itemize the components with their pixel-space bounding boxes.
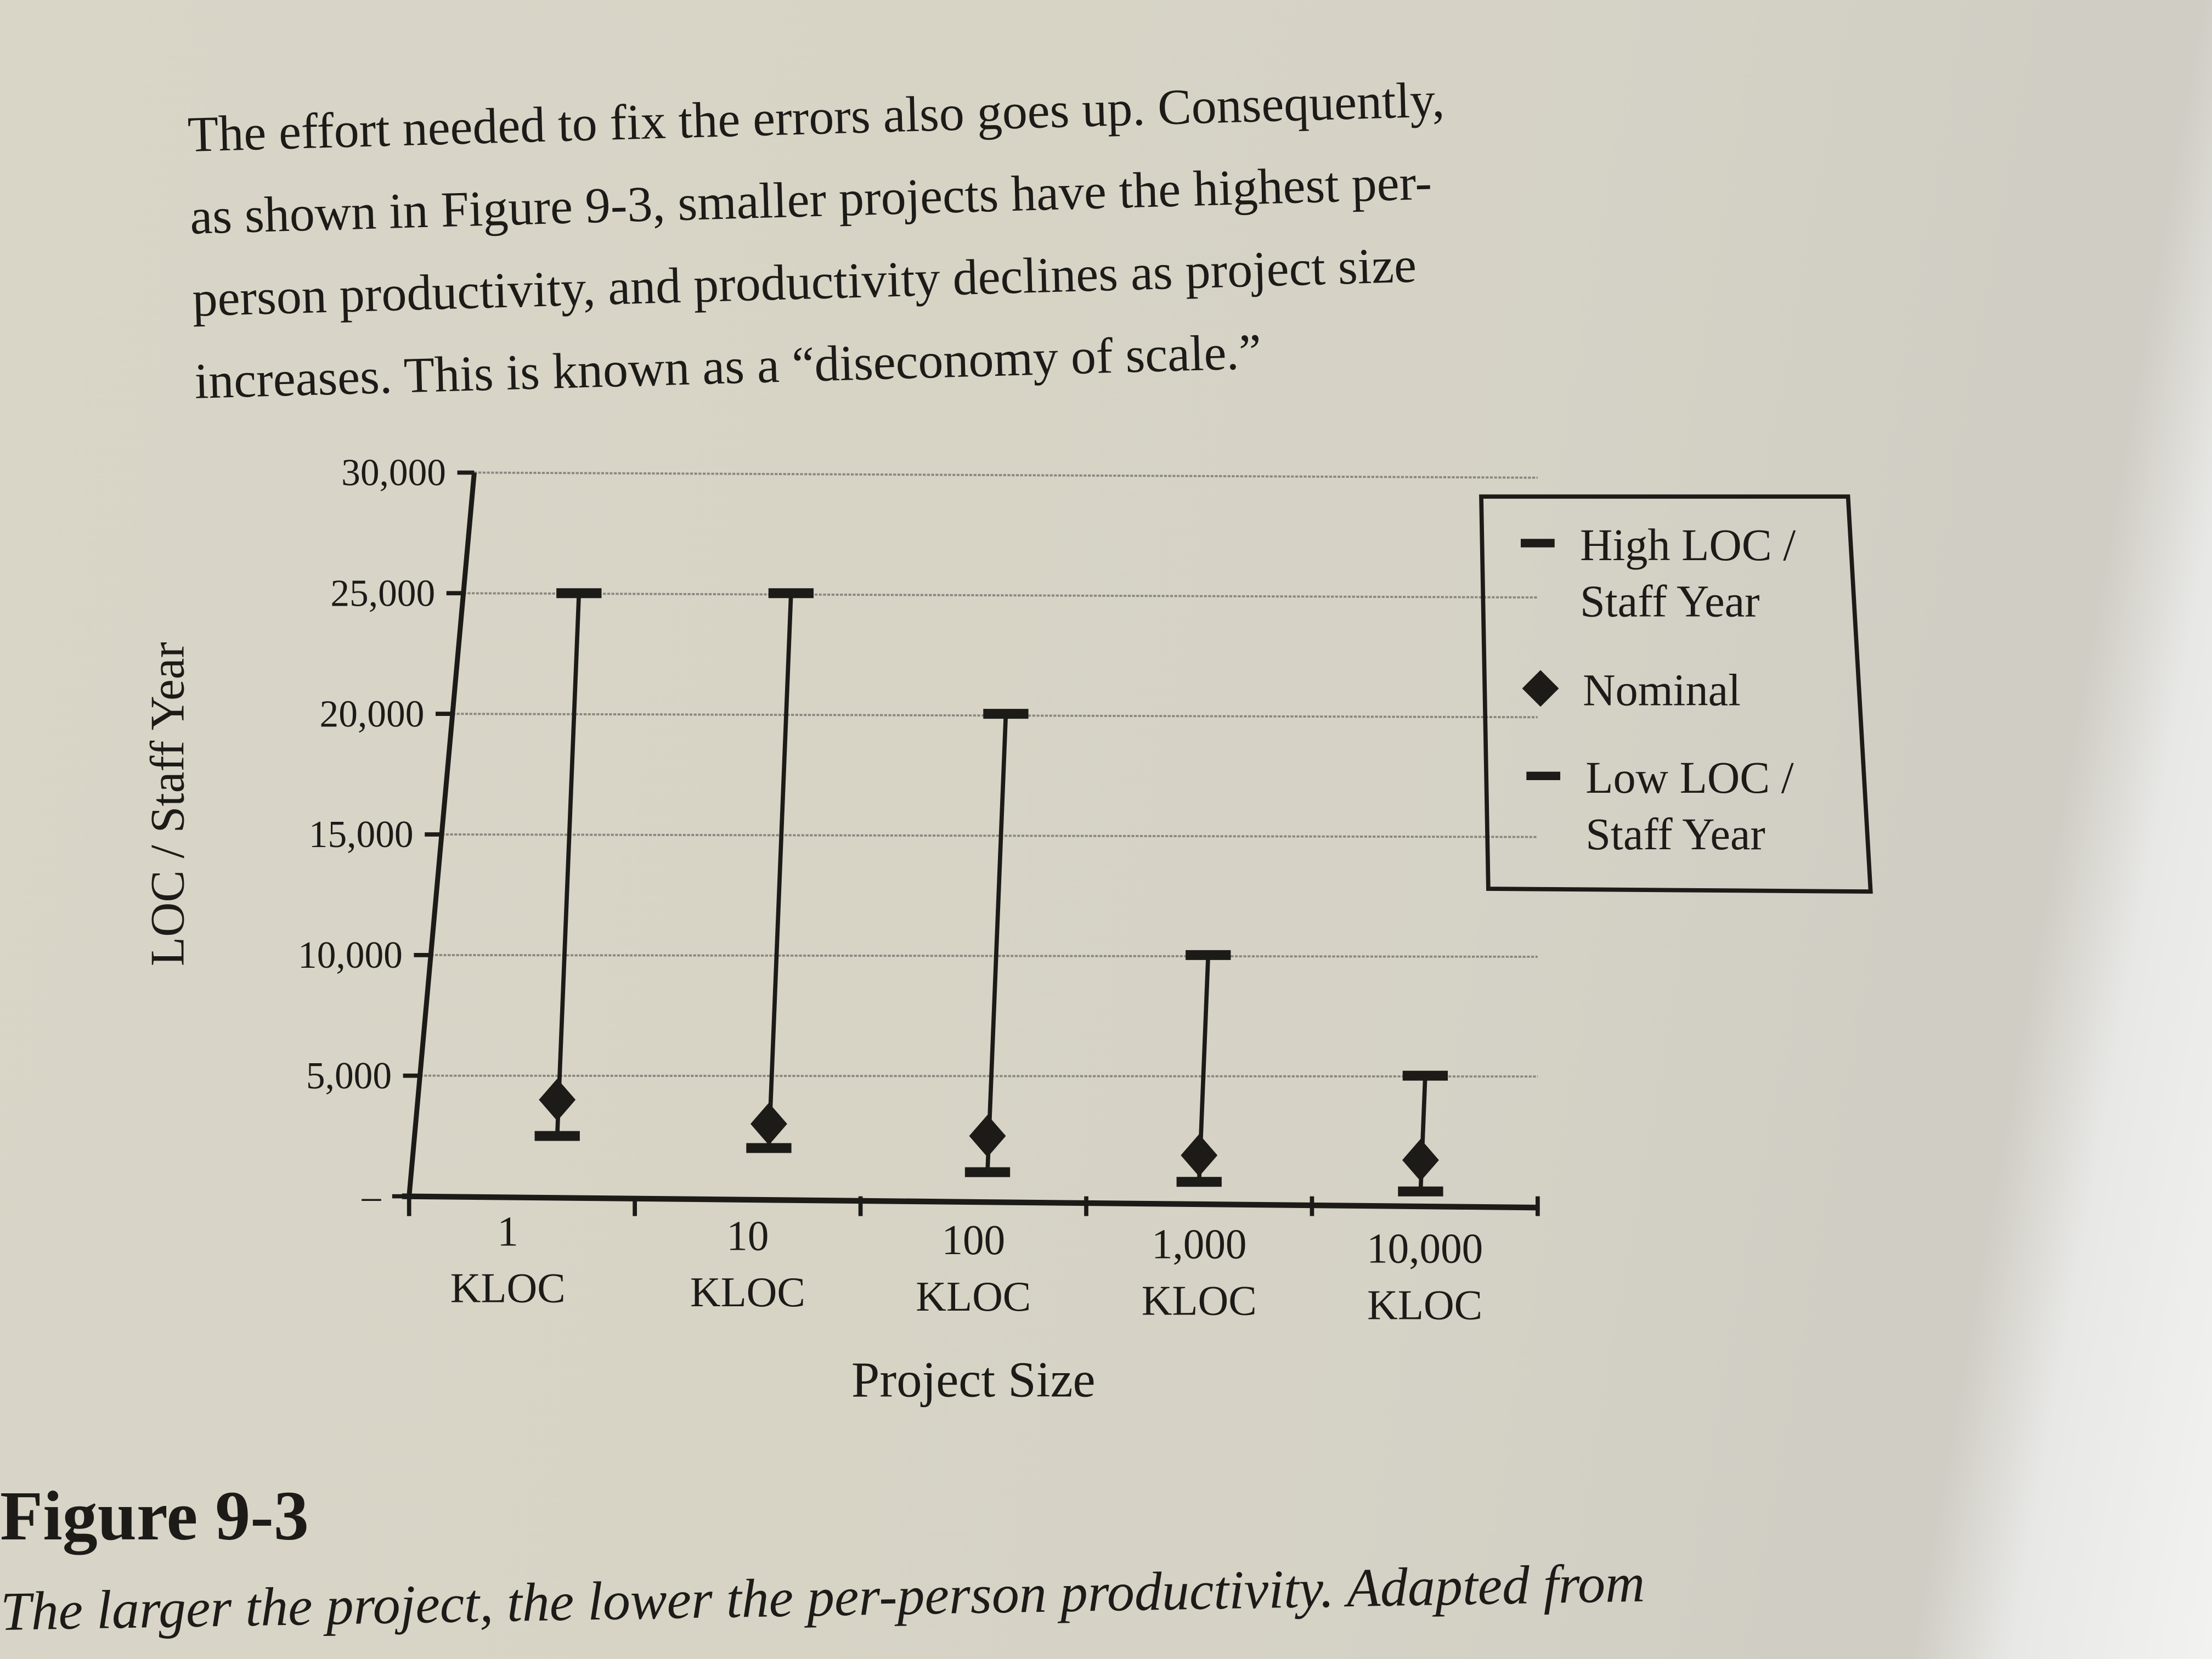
y-axis [407,472,477,1197]
legend-label: Nominal [1583,665,1741,715]
y-tick-label: 30,000 [341,452,446,494]
x-tick-label: 100 [941,1216,1005,1263]
x-axis-label: Project Size [851,1352,1096,1408]
legend-label: Staff Year [1585,809,1765,859]
x-tick-label: KLOC [450,1264,566,1311]
x-tick-label: 1,000 [1152,1221,1247,1268]
y-tick-label: 5,000 [306,1055,392,1097]
legend-box [1479,494,1873,894]
x-axis [402,1193,1538,1211]
error-bar [766,593,793,1148]
legend-label: Staff Year [1580,577,1760,627]
figure-label: Figure 9-3 [0,1477,309,1555]
x-tick-label: 10,000 [1367,1224,1483,1272]
nominal-marker [539,1079,576,1121]
nominal-marker [751,1103,787,1146]
y-axis-label: LOC / Staff Year [140,642,194,966]
y-tick-label: 15,000 [309,814,414,856]
y-tick-label: 10,000 [298,934,403,977]
x-tick-label: KLOC [1142,1277,1257,1324]
y-tick-label: 20,000 [320,693,425,735]
x-tick-label: 10 [726,1212,769,1259]
gridline [431,953,1538,958]
legend-diamond-icon [1522,670,1559,707]
nominal-marker [969,1115,1006,1158]
x-tick-label: 1 [497,1208,518,1255]
x-tick-label: KLOC [916,1273,1031,1320]
nominal-marker [1402,1139,1439,1182]
gridline [420,1074,1538,1078]
gridline [442,833,1538,838]
x-tick-label: KLOC [690,1268,805,1316]
legend-label: High LOC / [1580,520,1796,570]
legend-label: Low LOC / [1585,753,1793,803]
y-tick-label: – [362,1176,382,1218]
error-bar [985,713,1008,1172]
nominal-marker [1181,1134,1218,1177]
y-tick-label: 25,000 [330,572,435,614]
gridline [474,471,1538,479]
gridline [463,592,1538,599]
x-tick-label: KLOC [1367,1281,1482,1328]
error-bar [555,593,582,1136]
